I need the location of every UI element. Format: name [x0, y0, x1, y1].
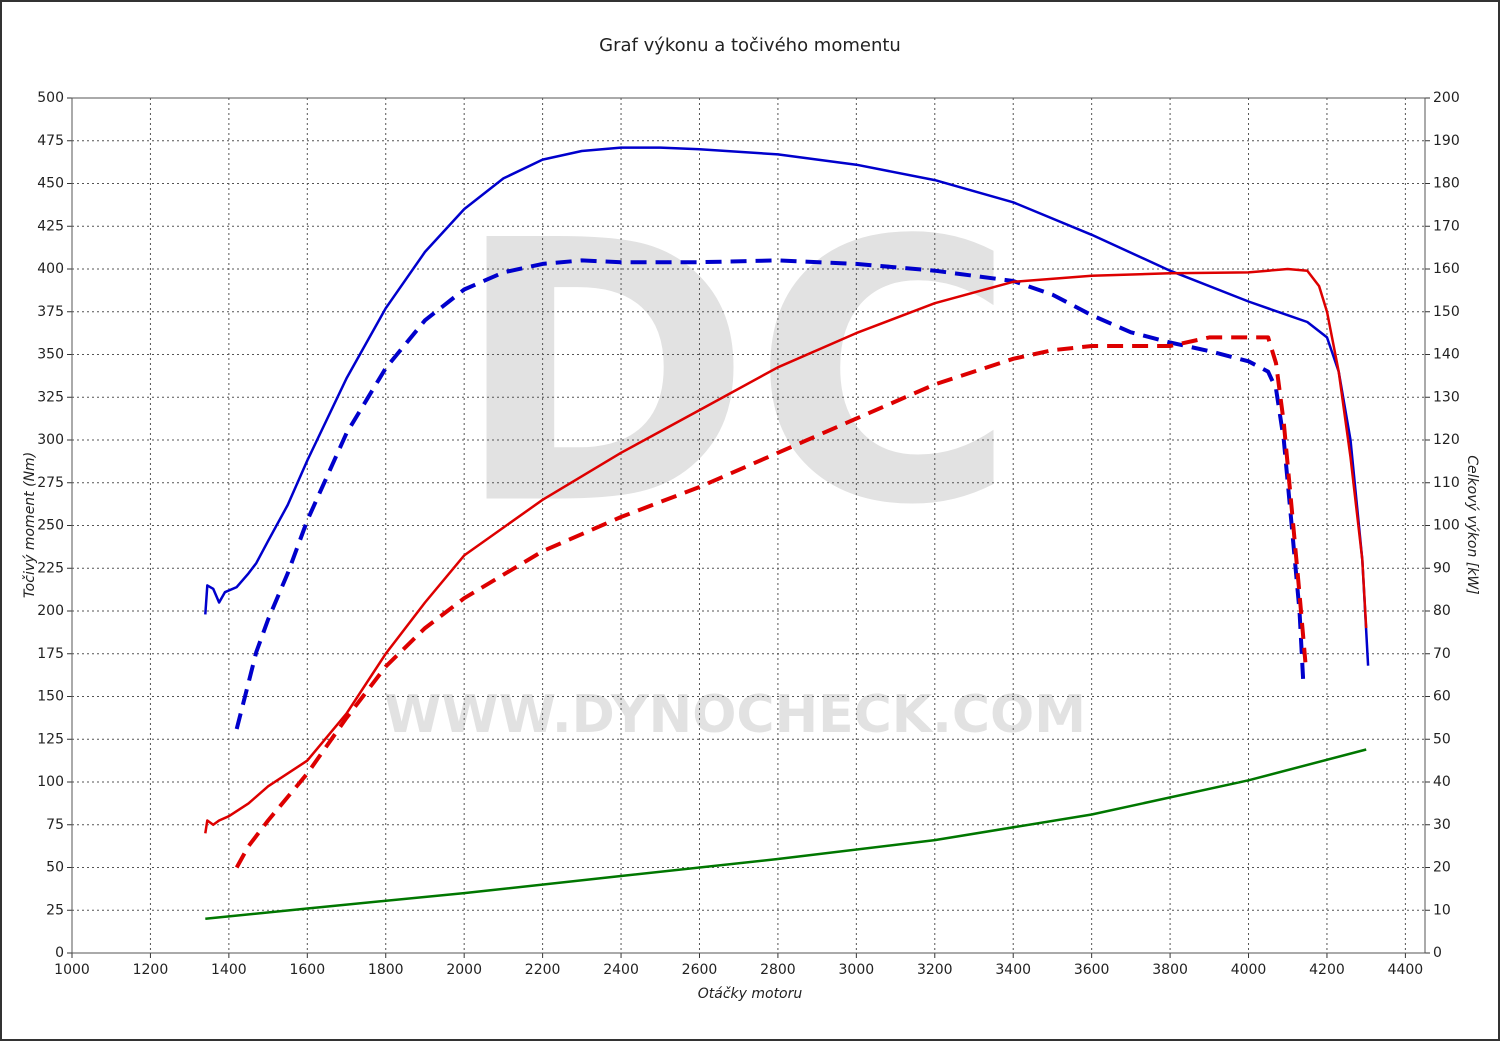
x-tick-label: 1800 [368, 962, 404, 978]
y-tick-label: 450 [37, 176, 64, 192]
y2-tick-label: 130 [1433, 389, 1460, 405]
y-tick-label: 375 [37, 304, 64, 320]
y-tick-label: 325 [37, 389, 64, 405]
y-tick-label: 275 [37, 475, 64, 491]
x-tick-label: 2000 [446, 962, 482, 978]
y-tick-label: 75 [46, 817, 64, 833]
y2-tick-label: 70 [1433, 646, 1451, 662]
x-tick-label: 4400 [1388, 962, 1424, 978]
y-tick-label: 475 [37, 133, 64, 149]
x-tick-label: 3200 [917, 962, 953, 978]
y-tick-label: 100 [37, 774, 64, 790]
y2-tick-label: 80 [1433, 603, 1451, 619]
y-tick-label: 350 [37, 347, 64, 363]
y2-tick-label: 20 [1433, 860, 1451, 876]
series-line [205, 748, 1367, 921]
y2-tick-label: 160 [1433, 261, 1460, 277]
x-tick-label: 1200 [133, 962, 169, 978]
x-tick-label: 2800 [760, 962, 796, 978]
y-tick-label: 125 [37, 731, 64, 747]
x-tick-label: 2400 [603, 962, 639, 978]
y-tick-label: 250 [37, 518, 64, 534]
series-line [234, 258, 1306, 730]
y2-tick-label: 180 [1433, 176, 1460, 192]
y-tick-label: 0 [55, 945, 64, 961]
y-tick-label: 150 [37, 689, 64, 705]
y2-tick-label: 60 [1433, 689, 1451, 705]
x-tick-label: 3600 [1074, 962, 1110, 978]
y2-tick-label: 30 [1433, 817, 1451, 833]
x-tick-label: 1000 [54, 962, 90, 978]
x-tick-label: 4000 [1231, 962, 1267, 978]
series-line [234, 335, 1308, 869]
y-tick-label: 300 [37, 432, 64, 448]
series-line [204, 267, 1368, 834]
y2-tick-label: 40 [1433, 774, 1451, 790]
x-tick-label: 3400 [995, 962, 1031, 978]
watermark-url: WWW.DYNOCHECK.COM [384, 685, 1086, 745]
y2-tick-label: 10 [1433, 902, 1451, 918]
y2-tick-label: 50 [1433, 731, 1451, 747]
y2-tick-label: 0 [1433, 945, 1442, 961]
y2-tick-label: 200 [1433, 90, 1460, 106]
y-tick-label: 25 [46, 902, 64, 918]
x-tick-label: 2600 [682, 962, 718, 978]
y-tick-label: 175 [37, 646, 64, 662]
y2-tick-label: 120 [1433, 432, 1460, 448]
x-tick-label: 1400 [211, 962, 247, 978]
y2-tick-label: 170 [1433, 218, 1460, 234]
series-line [204, 146, 1370, 666]
y-tick-label: 200 [37, 603, 64, 619]
y-tick-label: 225 [37, 560, 64, 576]
y-tick-label: 500 [37, 90, 64, 106]
y-tick-label: 425 [37, 218, 64, 234]
x-tick-label: 4200 [1309, 962, 1345, 978]
y2-tick-label: 110 [1433, 475, 1460, 491]
y2-tick-label: 140 [1433, 347, 1460, 363]
y-axis-label: Točivý moment (Nm) [22, 452, 38, 598]
x-tick-label: 1600 [289, 962, 325, 978]
y2-tick-label: 150 [1433, 304, 1460, 320]
y-tick-label: 400 [37, 261, 64, 277]
x-tick-label: 3000 [839, 962, 875, 978]
x-tick-label: 3800 [1152, 962, 1188, 978]
y2-tick-label: 100 [1433, 518, 1460, 534]
y2-axis-label: Celkový výkon [kW] [1464, 455, 1480, 594]
x-tick-label: 2200 [525, 962, 561, 978]
y-tick-label: 50 [46, 860, 64, 876]
y2-tick-label: 90 [1433, 560, 1451, 576]
y2-tick-label: 190 [1433, 133, 1460, 149]
chart-title: Graf výkonu a točivého momentu [599, 35, 901, 56]
plot-area [71, 97, 1426, 954]
watermark: DC [453, 164, 1016, 583]
x-axis-label: Otáčky motoru [698, 986, 803, 1002]
